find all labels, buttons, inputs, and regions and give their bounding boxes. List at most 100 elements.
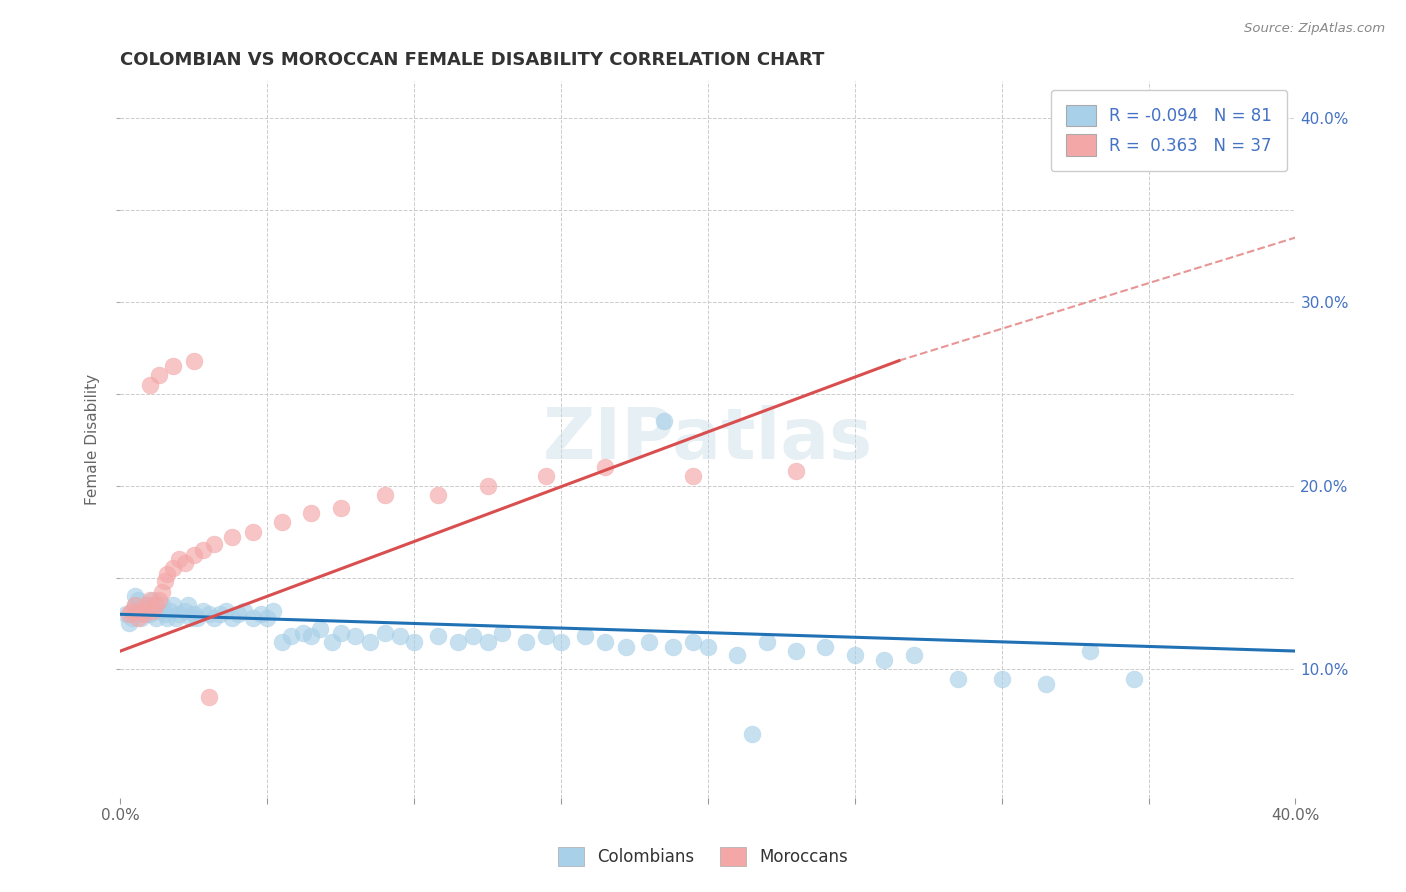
Point <box>209 607 232 622</box>
Point <box>256 611 278 625</box>
Point <box>124 598 146 612</box>
Point <box>291 625 314 640</box>
Point <box>873 653 896 667</box>
Point <box>785 464 807 478</box>
Point <box>118 607 141 622</box>
Point <box>388 629 411 643</box>
Point <box>321 635 343 649</box>
Point <box>309 622 332 636</box>
Point <box>145 611 167 625</box>
Point <box>550 635 572 649</box>
Point <box>329 625 352 640</box>
Point <box>115 607 138 622</box>
Point <box>404 635 426 649</box>
Point <box>226 607 249 622</box>
Point <box>515 635 537 649</box>
Point <box>536 469 558 483</box>
Point <box>477 478 499 492</box>
Point <box>159 604 181 618</box>
Point <box>183 607 205 622</box>
Point <box>661 640 683 655</box>
Point <box>129 604 152 618</box>
Point <box>374 488 396 502</box>
Point <box>280 629 302 643</box>
Point <box>129 611 152 625</box>
Point <box>359 635 381 649</box>
Point <box>197 607 219 622</box>
Point <box>477 635 499 649</box>
Point <box>491 625 513 640</box>
Point <box>844 648 866 662</box>
Point <box>593 460 616 475</box>
Point <box>150 585 173 599</box>
Point <box>124 598 146 612</box>
Text: ZIPatlas: ZIPatlas <box>543 405 873 475</box>
Point <box>682 635 704 649</box>
Point <box>139 592 162 607</box>
Legend: R = -0.094   N = 81, R =  0.363   N = 37: R = -0.094 N = 81, R = 0.363 N = 37 <box>1050 90 1286 171</box>
Point <box>135 607 157 622</box>
Point <box>1035 677 1057 691</box>
Point <box>197 690 219 704</box>
Point <box>990 672 1012 686</box>
Point <box>329 500 352 515</box>
Point <box>461 629 484 643</box>
Point <box>118 616 141 631</box>
Y-axis label: Female Disability: Female Disability <box>86 374 100 505</box>
Point <box>697 640 720 655</box>
Point <box>167 607 190 622</box>
Point <box>148 604 170 618</box>
Point <box>638 635 661 649</box>
Point <box>232 604 254 618</box>
Point <box>215 604 238 618</box>
Point <box>903 648 925 662</box>
Point <box>271 516 294 530</box>
Point <box>180 611 202 625</box>
Point <box>374 625 396 640</box>
Point <box>814 640 837 655</box>
Point <box>142 604 165 618</box>
Point <box>132 607 155 622</box>
Point <box>167 552 190 566</box>
Point <box>121 604 143 618</box>
Point <box>785 644 807 658</box>
Point <box>299 506 322 520</box>
Point <box>536 629 558 643</box>
Point <box>204 537 226 551</box>
Point <box>148 592 170 607</box>
Point <box>127 592 149 607</box>
Point <box>242 524 264 539</box>
Point <box>186 611 208 625</box>
Point <box>191 543 214 558</box>
Point <box>271 635 294 649</box>
Point <box>183 353 205 368</box>
Point <box>150 598 173 612</box>
Point <box>652 414 675 428</box>
Point <box>139 607 162 622</box>
Point <box>614 640 637 655</box>
Point <box>221 611 243 625</box>
Point <box>162 359 184 374</box>
Point <box>174 604 197 618</box>
Point <box>1122 672 1144 686</box>
Point <box>725 648 748 662</box>
Text: Source: ZipAtlas.com: Source: ZipAtlas.com <box>1244 22 1385 36</box>
Point <box>156 566 179 581</box>
Point <box>1078 644 1101 658</box>
Text: COLOMBIAN VS MOROCCAN FEMALE DISABILITY CORRELATION CHART: COLOMBIAN VS MOROCCAN FEMALE DISABILITY … <box>121 51 825 69</box>
Point <box>162 561 184 575</box>
Point <box>221 530 243 544</box>
Point <box>250 607 273 622</box>
Point <box>132 598 155 612</box>
Point <box>946 672 969 686</box>
Point <box>426 488 449 502</box>
Point <box>299 629 322 643</box>
Point <box>177 598 200 612</box>
Point <box>174 556 197 570</box>
Point <box>165 611 187 625</box>
Point <box>121 611 143 625</box>
Point <box>148 368 170 383</box>
Point <box>682 469 704 483</box>
Point <box>183 549 205 563</box>
Point <box>129 601 152 615</box>
